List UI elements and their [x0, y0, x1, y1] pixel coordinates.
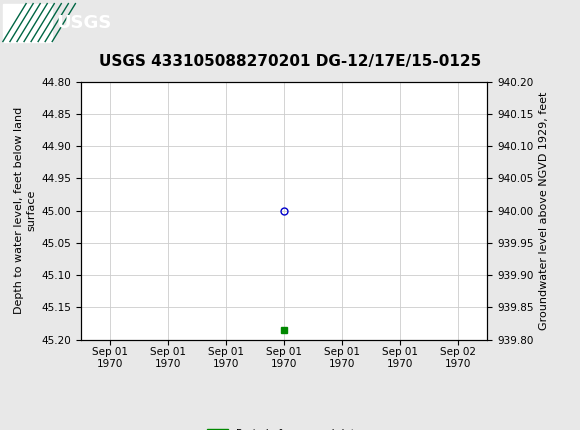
Y-axis label: Depth to water level, feet below land
surface: Depth to water level, feet below land su…	[14, 107, 36, 314]
Text: USGS 433105088270201 DG-12/17E/15-0125: USGS 433105088270201 DG-12/17E/15-0125	[99, 54, 481, 69]
Y-axis label: Groundwater level above NGVD 1929, feet: Groundwater level above NGVD 1929, feet	[539, 92, 549, 330]
Text: USGS: USGS	[57, 14, 112, 31]
Bar	[3, 3, 52, 42]
Legend: Period of approved data: Period of approved data	[203, 424, 365, 430]
